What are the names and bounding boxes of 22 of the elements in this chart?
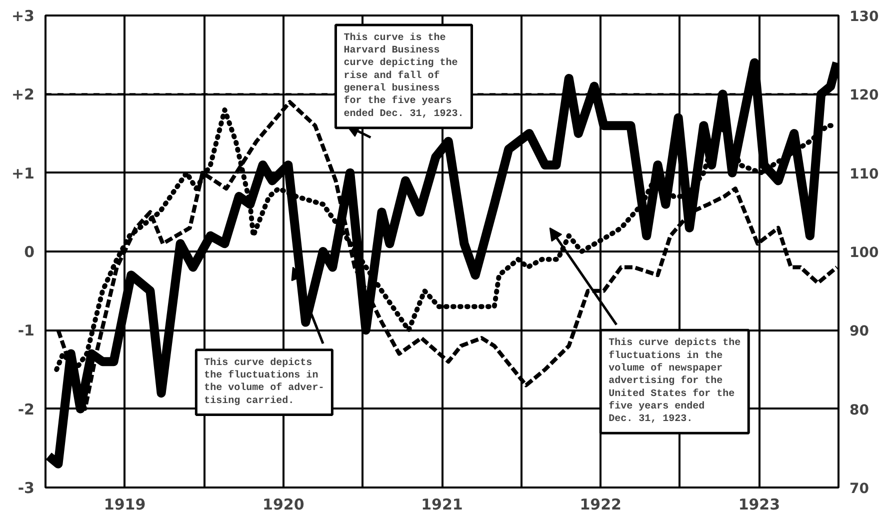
- y2-tick-label: 100: [850, 245, 879, 261]
- x-tick-label: 1919: [104, 496, 146, 514]
- y2-tick-label: 80: [850, 402, 870, 418]
- y-tick-label: -2: [18, 400, 35, 418]
- y-tick-label: +2: [11, 86, 35, 104]
- annotation: This curve depicts the fluctuations in the volume of newspaper advertising for the United States for the five years ended Dec. 31, 1923.: [608, 337, 741, 426]
- y-tick-label: -3: [18, 479, 35, 497]
- annotation: This curve depicts the fluctuations in the volume of adver- tising carried.: [204, 356, 324, 407]
- y-tick-label: -1: [18, 322, 35, 340]
- y2-tick-label: 70: [850, 481, 870, 497]
- y-tick-label: +1: [11, 164, 35, 182]
- x-tick-label: 1920: [262, 496, 304, 514]
- x-tick-label: 1921: [421, 496, 463, 514]
- x-tick-label: 1922: [580, 496, 622, 514]
- annotation: This curve is the Harvard Business curve depicting the rise and fall of general business for the five years ended Dec. 31, 1923.: [344, 32, 464, 120]
- y-tick-label: 0: [24, 243, 34, 261]
- y2-tick-label: 90: [850, 324, 870, 340]
- y2-tick-label: 120: [850, 88, 879, 104]
- x-tick-label: 1923: [738, 496, 780, 514]
- y2-tick-label: 110: [850, 166, 879, 182]
- y-tick-label: +3: [11, 7, 35, 25]
- y2-tick-label: 130: [850, 9, 879, 25]
